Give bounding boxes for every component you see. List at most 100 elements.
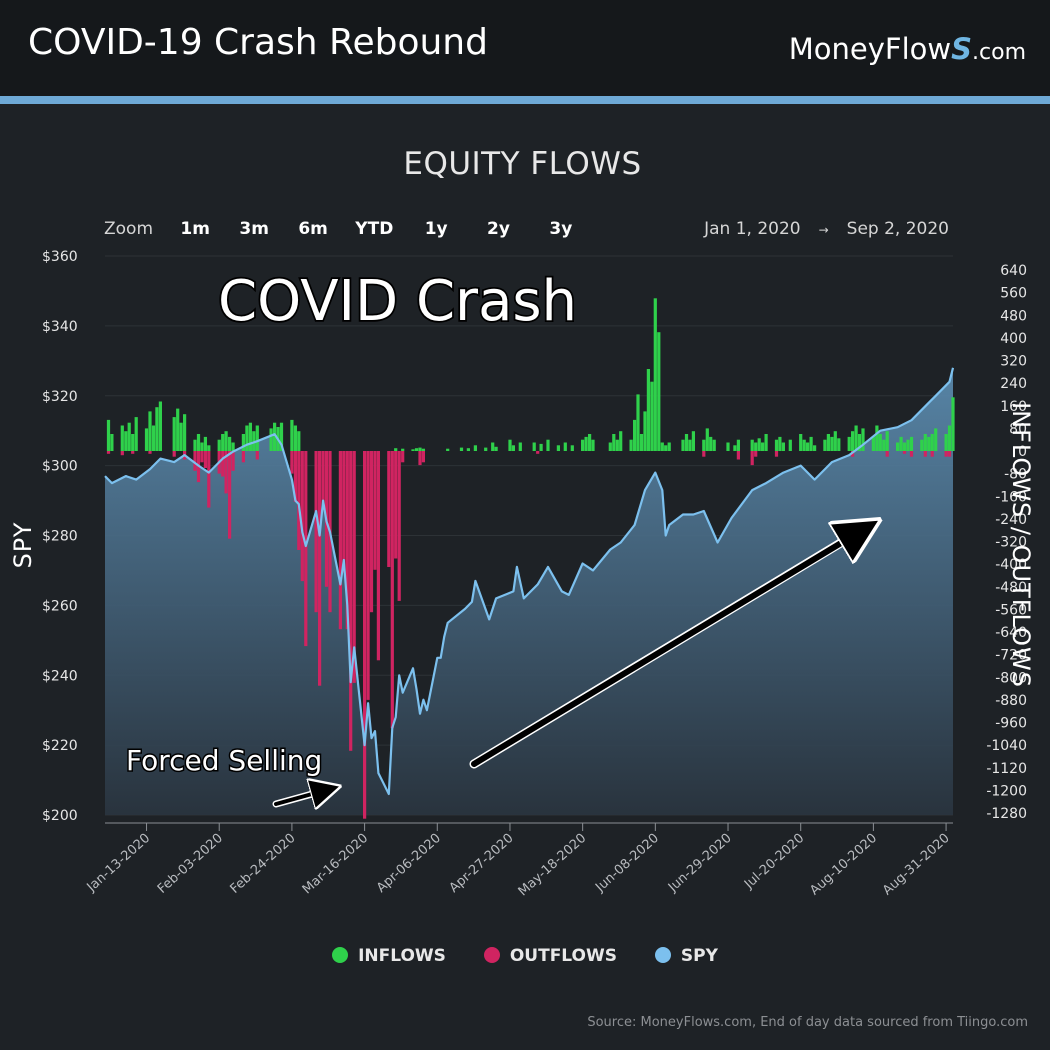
x-tick-label: Apr-06-2020 [374,831,444,896]
inflow-bar [484,447,488,451]
x-tick-label: Jan-13-2020 [84,831,154,896]
inflow-bar [508,439,512,451]
inflow-bar [581,439,585,451]
zoom-1m-button[interactable]: 1m [180,219,210,239]
outflow-bar [702,451,706,457]
outflow-bar [200,451,204,463]
date-range-selector: Jan 1, 2020 → Sep 2, 2020 [704,219,949,239]
outflow-bar [387,451,391,567]
legend-item-spy[interactable]: SPY [654,946,718,966]
forced-selling-arrow [274,789,330,804]
brand-s-mark: S [951,32,973,66]
outflow-bar [231,451,235,471]
inflow-bar [290,419,294,451]
y2-tick-label: 320 [1000,354,1027,370]
zoom-2y-button[interactable]: 2y [487,219,510,239]
y-tick-label: $340 [42,319,78,335]
outflow-bar [241,451,245,463]
inflow-bar [532,442,536,451]
y-tick-label: $320 [42,389,78,405]
range-from-input[interactable]: Jan 1, 2020 [704,219,801,239]
chart-legend: INFLOWS OUTFLOWS SPY [0,946,1050,966]
y2-tick-label: 560 [1000,286,1027,302]
y2-tick-label: 240 [1000,376,1027,392]
legend-item-inflows[interactable]: INFLOWS [332,946,446,966]
inflow-bar [155,407,159,451]
outflow-bar [293,451,297,502]
outflow-bar [120,451,124,456]
y2-tick-label: 400 [1000,331,1027,347]
zoom-1y-button[interactable]: 1y [424,219,448,239]
outflow-bar [193,451,197,471]
inflow-bar [643,411,647,451]
inflow-bar [664,445,668,451]
y2-tick-label: -800 [995,670,1027,686]
zoom-ytd-button[interactable]: YTD [355,219,394,239]
outflow-bar [349,451,353,751]
outflow-bar [345,451,349,630]
outflow-bar [172,451,176,457]
inflow-bar [636,394,640,451]
outflow-bar [148,451,152,454]
inflow-bar [633,419,637,451]
inflow-bar [629,439,633,451]
inflow-bar [781,442,785,451]
inflow-bar [896,442,900,451]
inflow-bar [207,445,211,451]
outflow-bar [750,451,754,466]
inflow-bar [418,447,422,451]
y2-tick-label: 480 [1000,308,1027,324]
inflow-bar [570,445,574,451]
outflow-bar [376,451,380,661]
outflow-bar [131,451,135,454]
range-to-input[interactable]: Sep 2, 2020 [846,219,949,239]
outflow-bar [885,451,889,457]
outflow-bar [314,451,318,613]
inflow-bar [854,425,858,451]
y2-axis-title: INFLOWS / OUTFLOWS [1007,402,1035,688]
brand-suffix: .com [972,40,1026,65]
rebound-arrow [471,528,866,767]
outflow-bar [221,451,225,477]
zoom-3y-button[interactable]: 3y [549,219,573,239]
legend-item-outflows[interactable]: OUTFLOWS [483,946,617,966]
y2-tick-label: -160 [995,489,1027,505]
inflow-bar [923,434,927,451]
spy-line [104,367,955,796]
inflow-bar [847,436,851,451]
inflow-bar [196,434,201,451]
inflow-bar [158,401,162,451]
y2-tick-label: -1120 [986,761,1027,777]
y2-tick-label: -1200 [986,783,1027,799]
inflow-bar [774,439,779,451]
inflow-bar [269,428,273,451]
inflow-bar [252,431,256,451]
zoom-6m-button[interactable]: 6m [298,219,328,239]
inflow-bar [518,442,522,451]
inflow-bar [885,431,889,451]
inflow-bar [757,438,761,451]
inflow-bar [183,414,187,451]
y2-tick-label: -80 [1004,467,1027,483]
y-tick-label: $300 [42,459,78,475]
x-tick-label: Feb-03-2020 [155,831,226,897]
inflow-bar [203,436,207,451]
outflow-bar [342,451,346,573]
inflow-bar [809,436,813,451]
outflow-bar [418,451,422,466]
zoom-3m-button[interactable]: 3m [239,219,269,239]
inflow-bar [110,434,114,451]
x-tick-label: Feb-24-2020 [228,831,299,897]
inflow-bar [273,422,277,451]
y-tick-label: $260 [42,598,78,614]
inflow-bar [124,431,128,451]
spy-dot-icon [654,947,671,963]
inflow-bar [802,439,806,451]
zoom-label: Zoom [104,219,154,239]
inflow-bar [778,436,782,451]
y-tick-label: $220 [42,738,78,754]
outflow-bar [373,451,377,570]
inflow-bar [871,436,875,451]
inflow-bar [806,442,810,451]
outflow-bar [207,451,211,508]
